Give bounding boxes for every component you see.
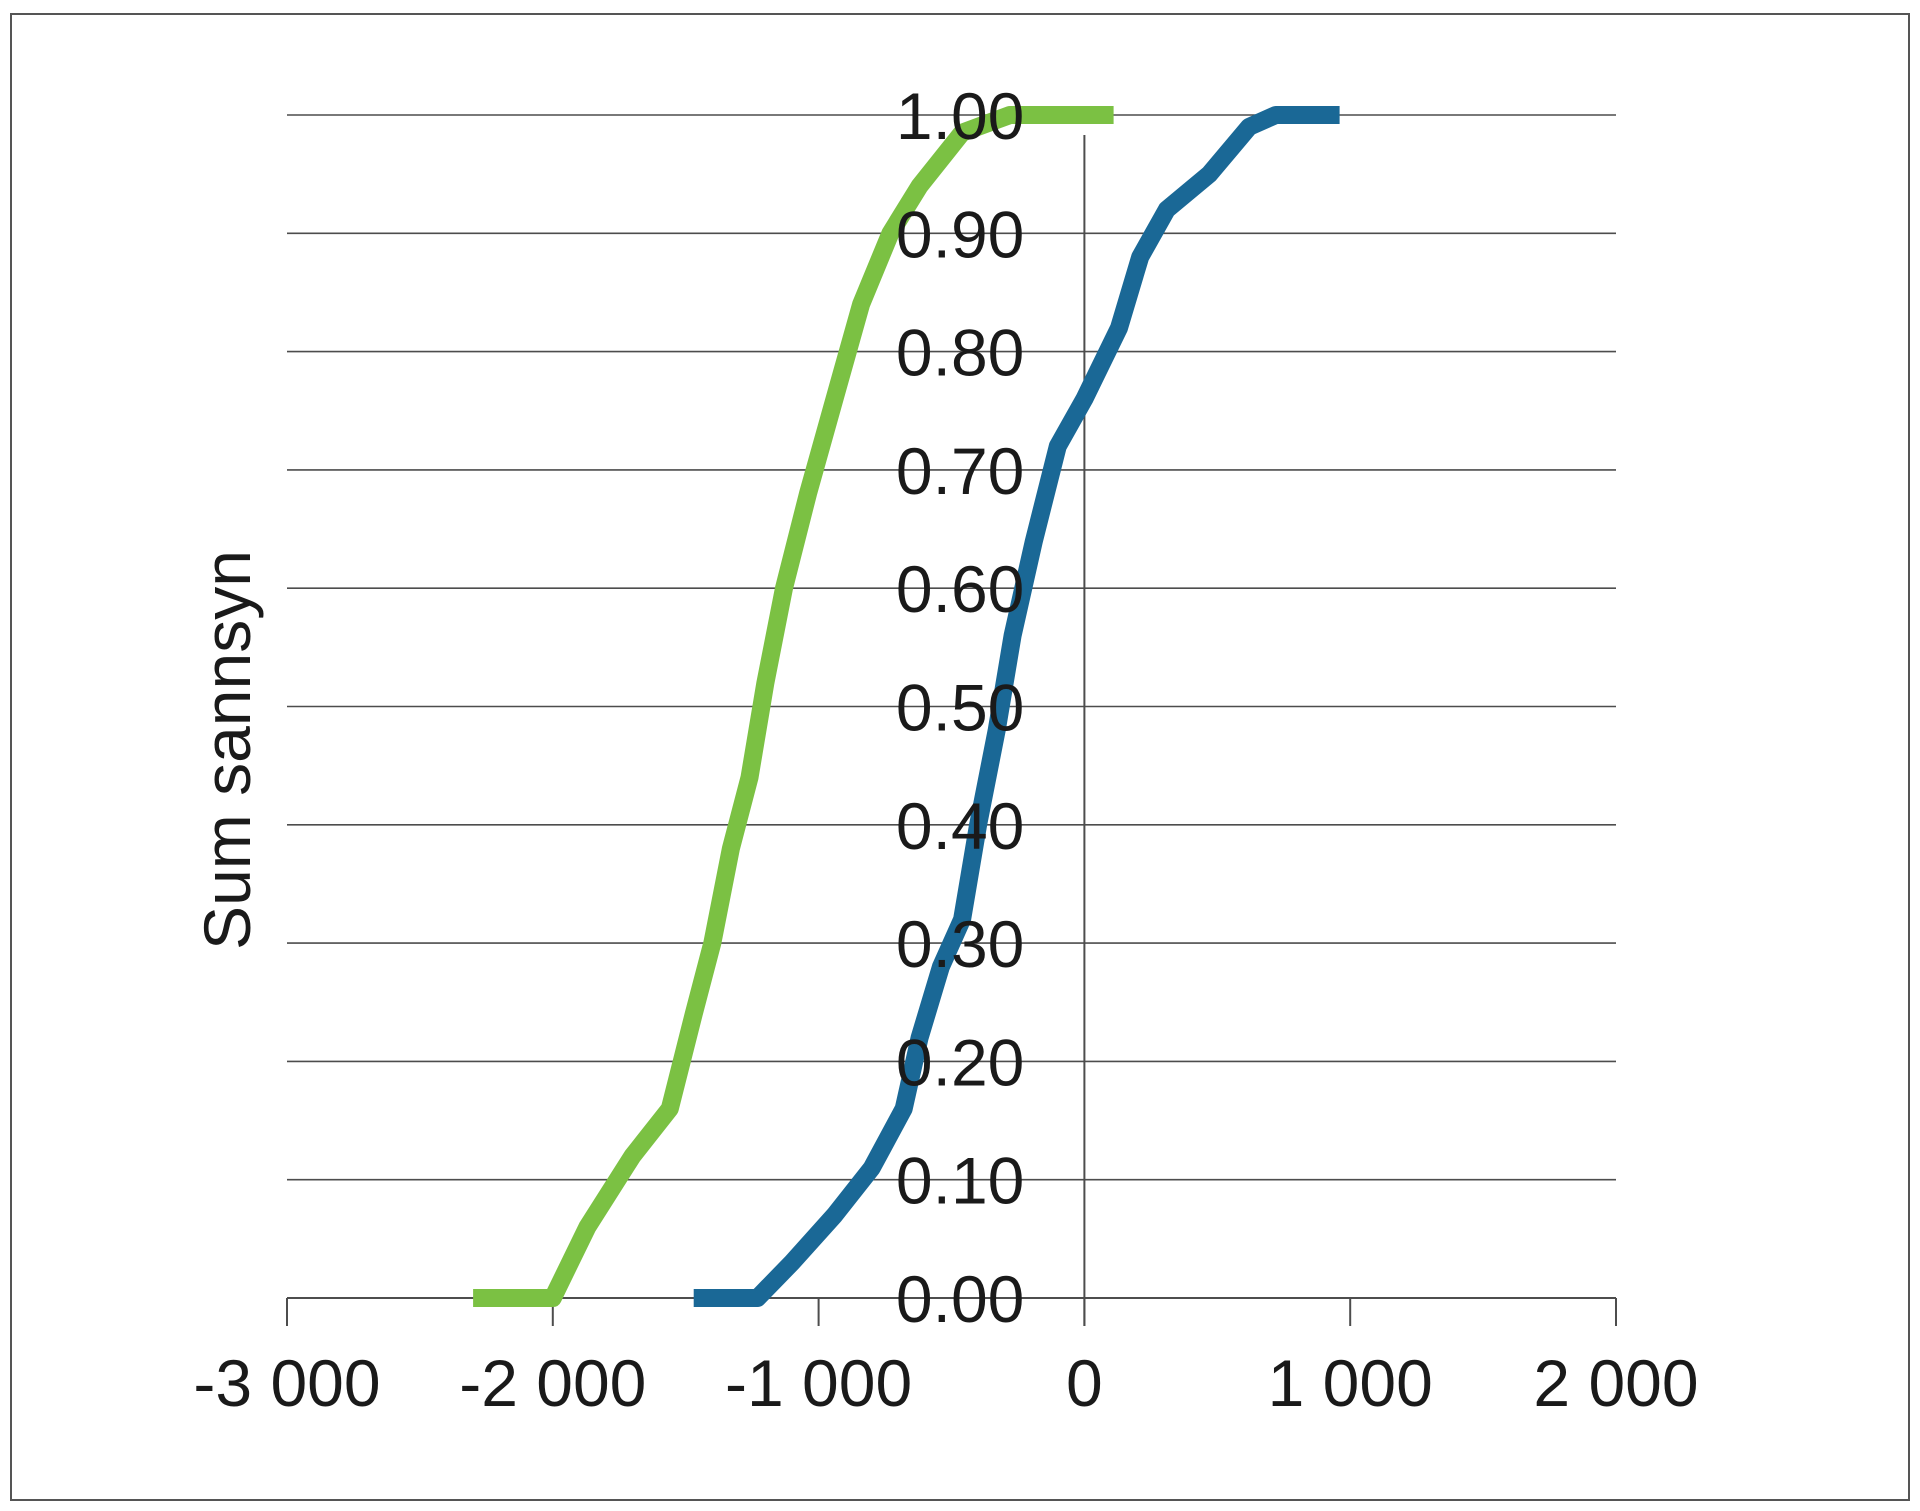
y-tick-label: 0.10 — [896, 1144, 1024, 1218]
y-tick-label: 0.90 — [896, 197, 1024, 271]
y-tick-label: 0.30 — [896, 907, 1024, 981]
series-line-1 — [473, 106, 1114, 1307]
y-tick-labels: 0.00 0.10 0.20 0.30 0.40 0.50 0.60 0.70 0.80 0.90… — [896, 79, 1024, 1336]
y-tick-label: 0.20 — [896, 1025, 1024, 1099]
y-tick-label: 0.60 — [896, 552, 1024, 626]
y-tick-label: 0.70 — [896, 434, 1024, 508]
y-tick-label: 1.00 — [896, 79, 1024, 153]
y-tick-label: 0.00 — [896, 1262, 1024, 1336]
y-axis-title: Sum sannsyn — [190, 550, 264, 950]
series-lines — [473, 106, 1340, 1307]
x-tick-labels: -3 000 -2 000 -1 000 0 1 000 2 000 — [193, 1346, 1698, 1420]
x-tick-label: -2 000 — [459, 1346, 646, 1420]
series-line-2 — [693, 106, 1340, 1307]
y-tick-label: 0.80 — [896, 316, 1024, 390]
x-tick-label: 2 000 — [1533, 1346, 1698, 1420]
chart-frame — [10, 13, 1910, 1501]
x-tick-label: 1 000 — [1268, 1346, 1433, 1420]
x-tick-label: -1 000 — [725, 1346, 912, 1420]
x-tick-label: 0 — [1066, 1346, 1103, 1420]
y-tick-label: 0.40 — [896, 789, 1024, 863]
y-tick-label: 0.50 — [896, 671, 1024, 745]
x-tick-label: -3 000 — [193, 1346, 380, 1420]
